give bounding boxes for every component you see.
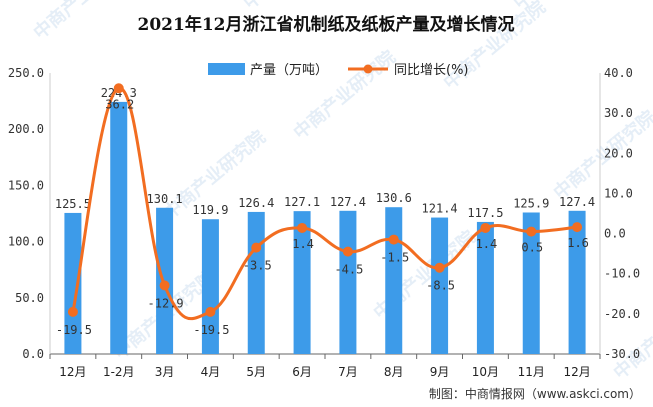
- watermark-text: 中商产业研究院: [609, 286, 653, 384]
- bar-data-label: 126.4: [238, 196, 274, 210]
- watermark-text: 中商产业研究院: [509, 0, 620, 14]
- growth-marker: [480, 222, 491, 233]
- x-tick-label: 10月: [472, 365, 499, 379]
- legend: 产量（万吨） 同比增长(%): [208, 63, 469, 78]
- line-data-label: -4.5: [334, 263, 363, 277]
- line-data-label: 1.6: [567, 236, 589, 250]
- x-tick-label: 1-2月: [103, 365, 135, 379]
- bar: [568, 210, 586, 354]
- growth-marker: [159, 280, 170, 291]
- bar: [385, 207, 403, 354]
- line-data-label: -3.5: [243, 259, 272, 273]
- growth-marker: [434, 262, 445, 273]
- growth-marker: [113, 83, 124, 94]
- line-data-label: 1.4: [476, 237, 498, 251]
- y-right-tick-label: 40.0: [604, 66, 633, 80]
- bar: [339, 210, 357, 354]
- y-left-tick-label: 100.0: [8, 235, 44, 249]
- y-right-tick-label: 10.0: [604, 186, 633, 200]
- line-data-label: 1.4: [292, 237, 314, 251]
- legend-label-growth: 同比增长(%): [394, 63, 469, 78]
- line-data-label: -12.9: [148, 296, 184, 310]
- y-right-tick-label: 0.0: [604, 227, 626, 241]
- bar-data-label: 117.5: [467, 206, 503, 220]
- bar: [476, 221, 494, 354]
- y-right-tick-label: 30.0: [604, 106, 633, 120]
- x-tick-label: 9月: [430, 365, 450, 379]
- chart-title: 2021年12月浙江省机制纸及纸板产量及增长情况: [138, 14, 515, 35]
- bar: [201, 219, 219, 354]
- bar: [431, 217, 449, 354]
- bar-data-label: 130.6: [376, 191, 412, 205]
- growth-line: [71, 86, 578, 321]
- bar-data-label: 130.1: [147, 192, 183, 206]
- line-data-label: -1.5: [380, 251, 409, 265]
- line-data-label: 36.2: [105, 97, 134, 111]
- line-data-label: -8.5: [426, 279, 455, 293]
- watermark-text: 中商产业研究院: [289, 46, 400, 144]
- y-right-tick-label: 20.0: [604, 146, 633, 160]
- bar-data-label: 127.4: [559, 195, 595, 209]
- line-data-label: 0.5: [521, 241, 543, 255]
- legend-swatch-production: [208, 63, 245, 75]
- growth-marker: [67, 306, 78, 317]
- source-credit: 制图：中商情报网（www.askci.com）: [429, 386, 641, 401]
- line-data-label: -19.5: [193, 323, 229, 337]
- bar: [522, 212, 540, 354]
- bar-data-label: 127.1: [284, 195, 320, 209]
- bar-data-label: 121.4: [422, 202, 458, 216]
- line-series: [67, 83, 583, 321]
- y-right-tick-label: -10.0: [604, 267, 640, 281]
- growth-marker: [342, 246, 353, 257]
- growth-marker: [572, 222, 583, 233]
- y-left-tick-label: 250.0: [8, 66, 44, 80]
- y-right-tick-label: -20.0: [604, 307, 640, 321]
- x-tick-label: 3月: [155, 365, 175, 379]
- y-left-tick-label: 150.0: [8, 178, 44, 192]
- bar: [110, 101, 128, 354]
- y-right-tick-label: -30.0: [604, 347, 640, 361]
- bar: [293, 211, 311, 354]
- x-tick-label: 11月: [518, 365, 545, 379]
- line-data-label: -19.5: [56, 323, 92, 337]
- axes: 0.0 50.0 100.0 150.0 200.0 250.0 -30.0 -20.0 -10…: [8, 66, 640, 379]
- growth-marker: [388, 234, 399, 245]
- x-tick-label: 8月: [384, 365, 404, 379]
- growth-marker: [205, 306, 216, 317]
- y-left-tick-label: 0.0: [22, 347, 44, 361]
- watermark-text: 中商产业研究院: [549, 106, 653, 204]
- x-tick-label: 5月: [246, 365, 266, 379]
- growth-marker: [297, 222, 308, 233]
- x-tick-label: 4月: [201, 365, 221, 379]
- bar-data-label: 125.5: [55, 197, 91, 211]
- growth-marker: [251, 242, 262, 253]
- watermark-text: 中商产业研究院: [29, 0, 140, 44]
- x-tick-label: 6月: [292, 365, 312, 379]
- y-left-tick-label: 50.0: [15, 291, 44, 305]
- legend-swatch-growth-marker: [363, 64, 373, 74]
- x-tick-label: 12月: [563, 365, 590, 379]
- bar-data-label: 127.4: [330, 195, 366, 209]
- x-tick-label: 7月: [338, 365, 358, 379]
- y-left-tick-label: 200.0: [8, 122, 44, 136]
- bar: [64, 212, 82, 354]
- bar-data-label: 125.9: [513, 196, 549, 210]
- growth-marker: [526, 226, 537, 237]
- bar-data-label: 119.9: [192, 203, 228, 217]
- bar: [247, 211, 265, 354]
- legend-label-production: 产量（万吨）: [250, 63, 328, 78]
- x-tick-label: 12月: [59, 365, 86, 379]
- line-data-labels: -19.5 36.2 -12.9 -19.5 -3.5 1.4 -4.5 -1.5 -8.5 1.…: [56, 97, 589, 337]
- watermark-text: 中商产业研究院: [239, 0, 350, 14]
